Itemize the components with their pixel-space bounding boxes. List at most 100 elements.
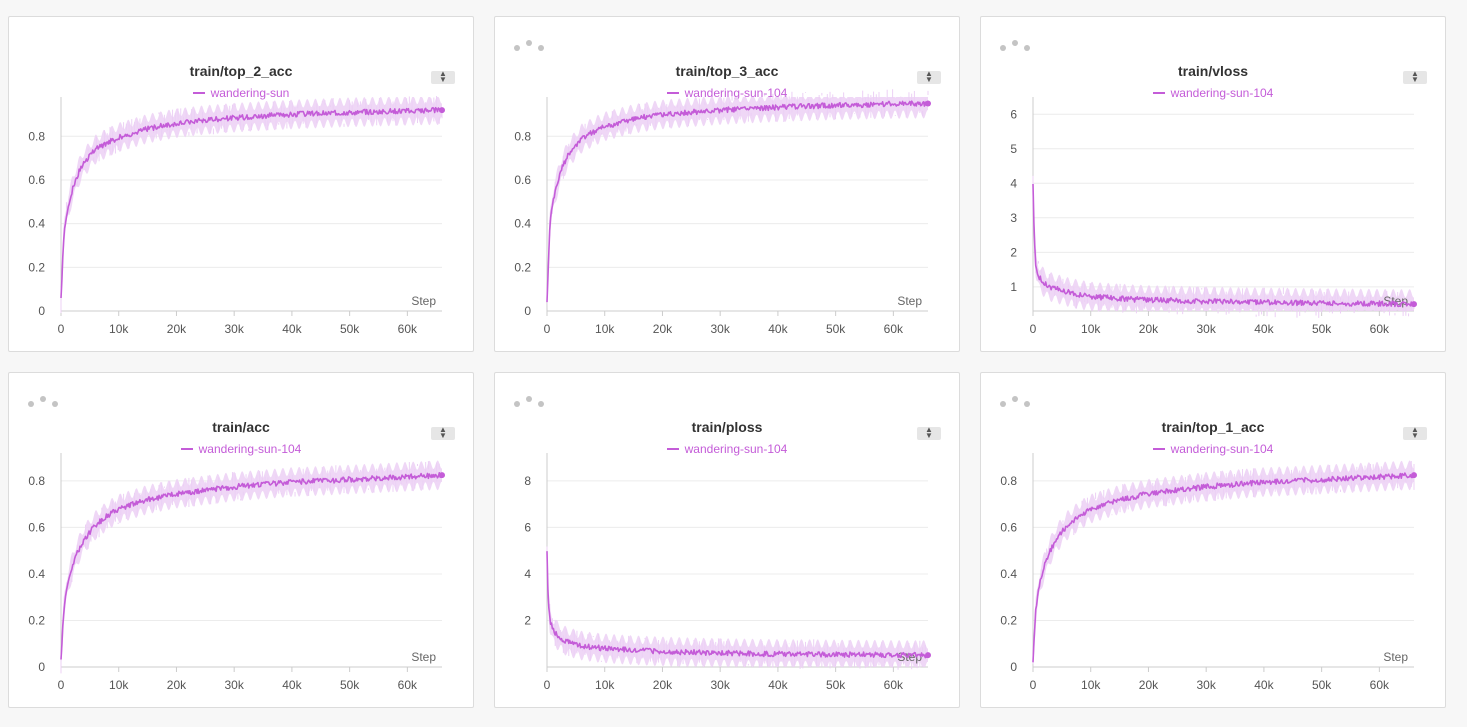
y-tick-label: 2 <box>1010 245 1017 259</box>
y-tick-label: 0.4 <box>1000 567 1017 581</box>
x-axis-label: Step <box>897 294 922 308</box>
dots-icon[interactable] <box>998 392 1034 408</box>
series-line <box>1032 183 1415 308</box>
series-end-point <box>925 652 931 659</box>
legend-label: wandering-sun-104 <box>1170 86 1274 100</box>
y-tick-label: 6 <box>1010 107 1017 121</box>
line-chart[interactable]: 0 0.2 0.4 0.6 0.8 0 10k 20k 30k 40k 50k 60k Step <box>495 17 961 353</box>
series-end-point <box>925 100 931 107</box>
x-tick-label: 0 <box>544 678 551 692</box>
legend-label: wandering-sun-104 <box>684 86 788 100</box>
x-tick-label: 60k <box>1370 678 1390 692</box>
chart-legend[interactable]: wandering-sun-104 <box>495 86 959 100</box>
x-tick-label: 30k <box>711 678 731 692</box>
legend-swatch <box>666 91 679 94</box>
sort-icon[interactable]: ▲ ▼ <box>1403 70 1427 84</box>
x-tick-label: 10k <box>1081 322 1101 336</box>
y-tick-label: 0.2 <box>514 260 531 274</box>
chart-title: train/ploss <box>691 419 763 435</box>
dots-icon[interactable] <box>512 36 548 52</box>
x-tick-label: 30k <box>225 678 245 692</box>
series-end-point <box>439 107 445 114</box>
x-tick-label: 60k <box>884 322 904 336</box>
series-end-point <box>1411 472 1417 479</box>
legend-swatch <box>1152 447 1165 450</box>
y-tick-label: 0 <box>1010 660 1017 674</box>
y-tick-label: 3 <box>1010 211 1017 225</box>
x-tick-label: 10k <box>595 678 615 692</box>
series-band <box>61 460 442 667</box>
line-chart[interactable]: 0 0.2 0.4 0.6 0.8 0 10k 20k 30k 40k 50k 60k Step <box>9 373 475 709</box>
y-tick-label: 4 <box>1010 176 1017 190</box>
y-tick-label: 0.4 <box>514 217 531 231</box>
series-line <box>60 472 443 660</box>
legend-swatch <box>666 447 679 450</box>
chart-title: train/acc <box>212 419 270 435</box>
series-band <box>1033 460 1414 667</box>
chart-legend[interactable]: wandering-sun-104 <box>9 442 473 456</box>
line-chart[interactable]: 0 0.2 0.4 0.6 0.8 0 10k 20k 30k 40k 50k 60k Step <box>9 17 475 353</box>
x-tick-label: 20k <box>653 322 673 336</box>
y-tick-label: 6 <box>524 520 531 534</box>
sort-icon[interactable]: ▲ ▼ <box>917 70 941 84</box>
sort-icon[interactable]: ▲ ▼ <box>431 70 455 84</box>
sort-icon[interactable]: ▲ ▼ <box>431 426 455 440</box>
dots-icon[interactable] <box>26 392 62 408</box>
dots-icon[interactable] <box>998 36 1034 52</box>
x-tick-label: 50k <box>1312 678 1332 692</box>
x-tick-label: 40k <box>282 678 302 692</box>
x-axis-label: Step <box>411 650 436 664</box>
chart-panel-ploss: train/ploss wandering-sun-104 ▲ ▼ 2 4 6 8 0 10… <box>494 372 960 708</box>
legend-label: wandering-sun-104 <box>198 442 302 456</box>
series-line <box>1032 472 1415 663</box>
x-tick-label: 50k <box>826 322 846 336</box>
x-tick-label: 10k <box>109 678 129 692</box>
y-tick-label: 0.8 <box>514 129 531 143</box>
chart-panel-acc: train/acc wandering-sun-104 ▲ ▼ 0 0.2 0.4 0.… <box>8 372 474 708</box>
chart-legend[interactable]: wandering-sun-104 <box>981 86 1445 100</box>
series-end-point <box>439 472 445 479</box>
sort-icon[interactable]: ▲ ▼ <box>917 426 941 440</box>
y-tick-label: 0 <box>524 304 531 318</box>
chart-title: train/top_1_acc <box>1161 419 1265 435</box>
series-line <box>546 100 929 303</box>
x-tick-label: 30k <box>1197 322 1217 336</box>
sort-icon[interactable]: ▲ ▼ <box>1403 426 1427 440</box>
chart-title: train/vloss <box>1177 63 1249 79</box>
x-tick-label: 20k <box>653 678 673 692</box>
x-tick-label: 40k <box>768 678 788 692</box>
y-tick-label: 8 <box>524 474 531 488</box>
y-tick-label: 2 <box>524 613 531 627</box>
chart-title: train/top_3_acc <box>675 63 779 79</box>
chart-title: train/top_2_acc <box>189 63 293 79</box>
legend-swatch <box>192 91 205 94</box>
y-tick-label: 0 <box>38 660 45 674</box>
chart-legend[interactable]: wandering-sun <box>9 86 473 100</box>
y-tick-label: 0.4 <box>28 217 45 231</box>
x-tick-label: 60k <box>1370 322 1390 336</box>
x-tick-label: 20k <box>167 322 187 336</box>
y-tick-label: 5 <box>1010 142 1017 156</box>
x-tick-label: 30k <box>1197 678 1217 692</box>
legend-swatch <box>1152 91 1165 94</box>
x-tick-label: 10k <box>1081 678 1101 692</box>
chart-legend[interactable]: wandering-sun-104 <box>495 442 959 456</box>
legend-label: wandering-sun-104 <box>1170 442 1274 456</box>
x-tick-label: 30k <box>711 322 731 336</box>
y-tick-label: 0.6 <box>28 173 45 187</box>
chart-panel-top-1-acc: train/top_1_acc wandering-sun-104 ▲ ▼ 0 0.… <box>980 372 1446 708</box>
dots-icon[interactable] <box>512 392 548 408</box>
legend-label: wandering-sun-104 <box>684 442 788 456</box>
x-tick-label: 0 <box>1030 322 1037 336</box>
x-tick-label: 10k <box>595 322 615 336</box>
x-tick-label: 10k <box>109 322 129 336</box>
chart-legend[interactable]: wandering-sun-104 <box>981 442 1445 456</box>
line-chart[interactable]: 0 0.2 0.4 0.6 0.8 0 10k 20k 30k 40k 50k 60k Step <box>981 373 1447 709</box>
chart-panel-top-3-acc: train/top_3_acc wandering-sun-104 ▲ ▼ 0 0.… <box>494 16 960 352</box>
x-tick-label: 20k <box>1139 322 1159 336</box>
x-tick-label: 50k <box>340 322 360 336</box>
x-tick-label: 0 <box>1030 678 1037 692</box>
